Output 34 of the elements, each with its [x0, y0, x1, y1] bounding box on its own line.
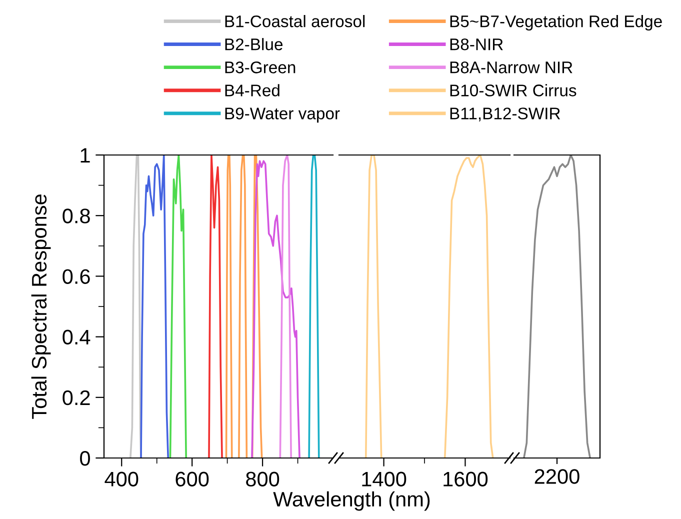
legend-label: B2-Blue	[225, 38, 282, 50]
y-tick-label: 0.6	[62, 269, 90, 284]
line-series	[225, 155, 233, 458]
line-series	[308, 155, 320, 458]
x-axis-title: Wavelength (nm)	[273, 491, 430, 511]
legend-label: B8-NIR	[450, 38, 503, 50]
line-series	[251, 155, 263, 458]
line-series	[251, 160, 300, 458]
legend-label: B5~B7-Vegetation Red Edge	[450, 15, 662, 31]
y-tick-label: 0.8	[62, 208, 90, 224]
x-tick-label: 800	[246, 472, 280, 486]
y-tick-label: 0	[80, 451, 90, 466]
line-series	[279, 155, 292, 458]
legend-label: B11,B12-SWIR	[450, 108, 560, 122]
x-tick-label: 400	[104, 472, 138, 486]
x-tick-label: 1600	[444, 472, 488, 486]
y-tick-label: 1	[80, 148, 90, 163]
text: 2200	[534, 469, 580, 484]
legend-label: B4-Red	[225, 84, 280, 96]
y-tick-label: 0.2	[62, 390, 90, 406]
line-series	[169, 155, 187, 458]
y-axis-title: Total Spectral Response	[31, 194, 51, 419]
line-series	[238, 155, 248, 458]
legend-label: B1-Coastal aerosol	[225, 15, 365, 28]
x-tick-label: 600	[176, 472, 209, 486]
x-tick-label: 1400	[362, 472, 406, 486]
line-series	[130, 155, 142, 458]
legend-label: B10-SWIR Cirrus	[450, 84, 576, 96]
legend-label: B3-Green	[225, 62, 296, 74]
legend-label: B9-Water vapor	[225, 108, 340, 123]
line-series	[208, 155, 223, 458]
line-series	[140, 155, 170, 458]
legend-label: B8A-Narrow NIR	[450, 62, 572, 74]
y-tick-label: 0.4	[62, 330, 90, 345]
